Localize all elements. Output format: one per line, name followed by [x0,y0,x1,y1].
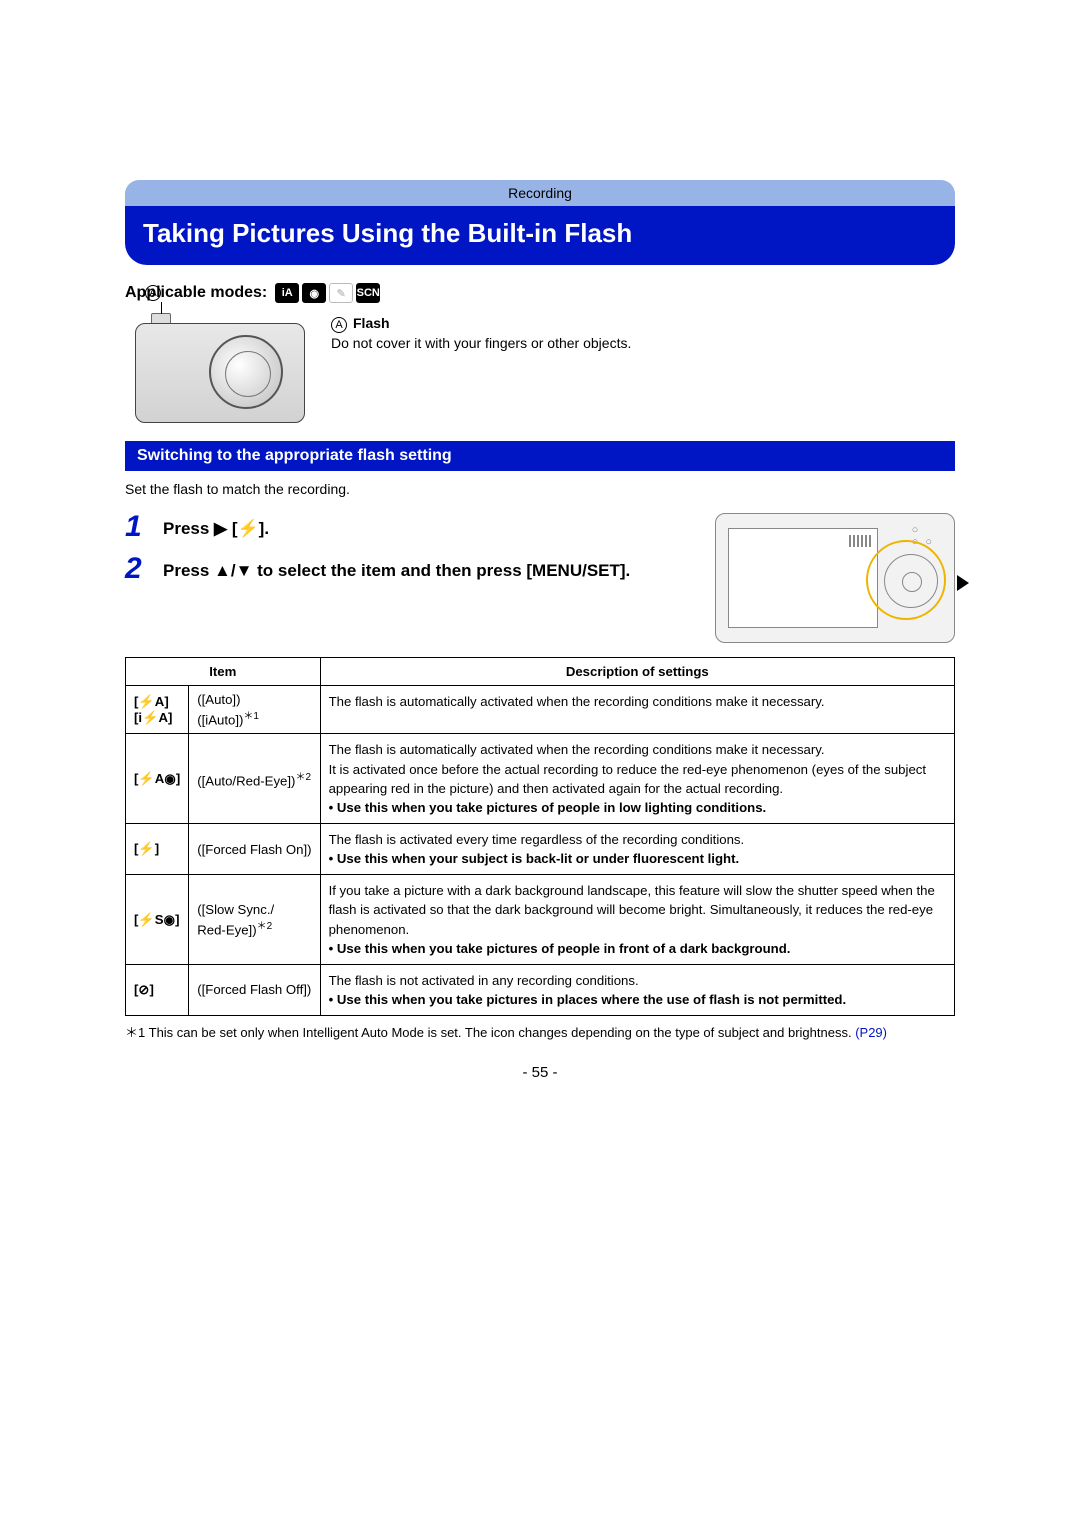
breadcrumb-strip: Recording [125,180,955,206]
camera-illustration-block: A A Flash Do not cover it with your fing… [125,313,955,423]
flash-description: A Flash Do not cover it with your finger… [331,313,955,354]
step-1: 1 Press ▶ [⚡]. [125,513,699,541]
flash-mode-name: ([iAuto])＊1 [197,707,311,727]
flash-mode-icon: [⚡] [134,841,180,857]
desc-bold: • Use this when you take pictures in pla… [329,990,946,1009]
flash-mode-name: ([Auto/Red-Eye])＊2 [197,768,311,788]
flash-mode-icon: [⚡S◉] [134,912,180,928]
superscript: ＊2 [257,921,273,932]
step-1-text: Press ▶ [⚡]. [163,513,269,541]
row-desc-cell: The flash is automatically activated whe… [320,734,954,824]
desc-line: If you take a picture with a dark backgr… [329,881,946,938]
row-name-cell: ([Forced Flash On]) [189,823,320,874]
superscript: ＊2 [295,772,311,783]
desc-bold: • Use this when you take pictures of peo… [329,798,946,817]
flash-label: Flash [353,313,390,333]
row-name-cell: ([Auto])([iAuto])＊1 [189,686,320,734]
row-icon-cell: [⚡] [126,823,189,874]
flash-mode-icon: [i⚡A] [134,710,180,726]
mode-icon-normal: ◉ [302,283,326,303]
steps-block: 1 Press ▶ [⚡]. 2 Press ▲/▼ to select the… [125,513,955,643]
applicable-modes-row: Applicable modes: iA ◉ ✎ SCN [125,283,955,303]
flash-mode-name: ([Forced Flash On]) [197,842,311,857]
superscript: ＊1 [243,711,259,722]
row-name-cell: ([Auto/Red-Eye])＊2 [189,734,320,824]
desc-bold: • Use this when you take pictures of peo… [329,939,946,958]
table-row: [⚡] ([Forced Flash On]) The flash is activ… [126,823,955,874]
callout-a-marker: A [145,285,161,301]
table-row: [⊘] ([Forced Flash Off]) The flash is not … [126,964,955,1015]
right-arrow-icon [957,575,969,591]
mode-icon-creative: ✎ [329,283,353,303]
th-desc: Description of settings [320,658,954,686]
mode-icon-iauto: iA [275,283,299,303]
callout-a-icon: A [331,317,347,333]
flash-mode-icon: [⚡A◉] [134,771,180,787]
highlight-ring [866,540,946,620]
table-row: [⚡A][i⚡A]([Auto])([iAuto])＊1The flash is… [126,686,955,734]
footnote-marker: ＊1 [125,1025,145,1040]
page-title: Taking Pictures Using the Built-in Flash [143,218,632,248]
row-icon-cell: [⚡S◉] [126,875,189,965]
desc-line: It is activated once before the actual r… [329,760,946,798]
table-row: [⚡A◉] ([Auto/Red-Eye])＊2 The flash is auto… [126,734,955,824]
desc-line: The flash is not activated in any record… [329,971,946,990]
row-icon-cell: [⊘] [126,964,189,1015]
flash-mode-name: ([Forced Flash Off]) [197,982,311,997]
mode-icon-scn: SCN [356,283,380,303]
page-title-bar: Taking Pictures Using the Built-in Flash [125,206,955,265]
row-desc-cell: The flash is automatically activated whe… [320,686,954,734]
step-1-number: 1 [125,513,149,540]
intro-text: Set the flash to match the recording. [125,481,955,497]
desc-line: The flash is automatically activated whe… [329,740,946,759]
breadcrumb-text: Recording [508,185,572,201]
step-2-number: 2 [125,555,149,582]
page-number: - 55 - [125,1064,955,1081]
camera-screen [728,528,878,628]
row-desc-cell: The flash is not activated in any record… [320,964,954,1015]
step-2: 2 Press ▲/▼ to select the item and then … [125,555,699,583]
row-icon-cell: [⚡A◉] [126,734,189,824]
table-row: [⚡S◉] ([Slow Sync./ Red-Eye])＊2 If you tak… [126,875,955,965]
row-desc-cell: The flash is activated every time regard… [320,823,954,874]
camera-back-illustration: ○○ ○ [715,513,955,643]
steps-list: 1 Press ▶ [⚡]. 2 Press ▲/▼ to select the… [125,513,699,597]
row-name-cell: ([Forced Flash Off]) [189,964,320,1015]
desc-bold: • Use this when your subject is back-lit… [329,849,946,868]
flash-mode-icon: [⚡A] [134,694,180,710]
desc-line: The flash is activated every time regard… [329,830,946,849]
desc-line: The flash is automatically activated whe… [329,692,946,711]
th-item: Item [126,658,321,686]
row-icon-cell: [⚡A][i⚡A] [126,686,189,734]
page: Recording Taking Pictures Using the Buil… [125,0,955,1081]
flash-mode-icon: [⊘] [134,982,180,998]
section-title: Switching to the appropriate flash setti… [137,447,452,464]
footnote: ＊1 This can be set only when Intelligent… [125,1024,955,1042]
camera-front-illustration: A [135,313,305,423]
camera-lens [209,335,283,409]
footnote-ref[interactable]: (P29) [855,1025,887,1040]
row-desc-cell: If you take a picture with a dark backgr… [320,875,954,965]
footnote-text: This can be set only when Intelligent Au… [149,1025,852,1040]
settings-table: Item Description of settings [⚡A][i⚡A]([… [125,657,955,1016]
flash-mode-name: ([Slow Sync./ Red-Eye])＊2 [197,902,311,937]
flash-mode-name: ([Auto]) [197,692,311,707]
mode-icons: iA ◉ ✎ SCN [275,283,380,303]
section-title-bar: Switching to the appropriate flash setti… [125,441,955,471]
flash-text: Do not cover it with your fingers or oth… [331,333,955,353]
row-name-cell: ([Slow Sync./ Red-Eye])＊2 [189,875,320,965]
step-2-text: Press ▲/▼ to select the item and then pr… [163,555,630,583]
